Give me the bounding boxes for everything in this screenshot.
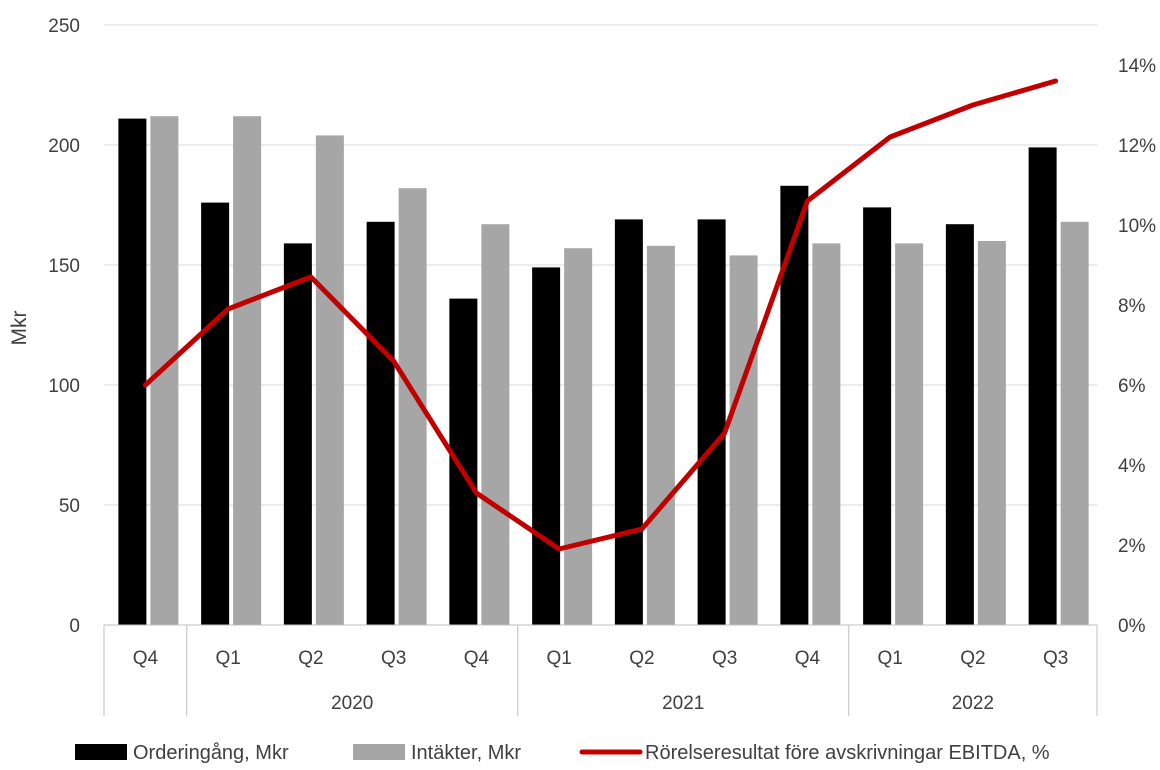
y2-tick-label: 14% [1118,56,1156,77]
y-tick-label: 150 [48,256,80,277]
y2-tick-label: 8% [1118,296,1146,317]
bar-intakter [481,224,510,625]
x-tick-label: Q1 [877,648,902,669]
x-tick-label: Q1 [215,648,240,669]
y2-tick-label: 12% [1118,136,1156,157]
x-tick-label: Q2 [298,648,323,669]
y-tick-label: 0 [69,616,80,637]
bar-orderingang [614,219,643,625]
bars [118,116,1089,626]
bar-orderingang [201,202,230,625]
legend: Orderingång, Mkr Intäkter, Mkr Rörelseresu… [75,742,1050,764]
x-tick-label: Q3 [1043,648,1068,669]
bar-intakter [729,255,758,625]
y2-tick-label: 6% [1118,376,1146,397]
bar-orderingang [945,224,974,625]
y-tick-label: 50 [59,496,80,517]
bar-orderingang [283,243,312,625]
y-tick-label: 100 [48,376,80,397]
year-label: 2020 [331,693,373,714]
bar-intakter [315,135,344,625]
x-tick-label: Q1 [546,648,571,669]
bar-orderingang [1028,147,1057,625]
legend-label-intakter: Intäkter, Mkr [411,742,521,764]
y2-tick-label: 10% [1118,216,1156,237]
bar-intakter [564,248,593,625]
bar-orderingang [697,219,726,625]
axes: 0 50 100 150 200 250 0% 2% 4% 6% 8% 10% 12% 14% Q4 Q1 Q2… [48,16,1156,716]
line-series [142,78,1059,552]
y-axis-title: Mkr [8,311,31,346]
x-tick-label: Q2 [629,648,654,669]
bar-intakter [977,241,1006,625]
bar-orderingang [532,267,561,625]
gridlines [104,24,1097,506]
y2-tick-label: 4% [1118,456,1146,477]
x-tick-label: Q4 [133,648,159,669]
legend-swatch-orderingang [75,744,127,760]
bar-intakter [895,243,924,625]
bar-intakter [1060,221,1089,626]
year-label: 2021 [662,693,704,714]
bar-orderingang [863,207,892,625]
x-tick-label: Q4 [464,648,490,669]
legend-label-ebitda: Rörelseresultat före avskrivningar EBITD… [645,742,1050,764]
bar-orderingang [780,185,809,626]
y2-tick-label: 0% [1118,616,1146,637]
bar-orderingang [449,298,478,625]
x-tick-label: Q4 [795,648,821,669]
bar-orderingang [118,118,147,625]
year-label: 2022 [952,693,994,714]
y-tick-label: 200 [48,136,80,157]
bar-intakter [812,243,841,625]
x-tick-label: Q3 [712,648,737,669]
bar-orderingang [366,221,395,626]
y2-tick-label: 2% [1118,536,1146,557]
legend-label-orderingang: Orderingång, Mkr [133,742,289,764]
x-tick-label: Q3 [381,648,406,669]
y-tick-label: 250 [48,16,80,37]
bar-intakter [646,245,675,626]
legend-swatch-intakter [353,744,405,760]
x-tick-label: Q2 [960,648,985,669]
line-ebitda [142,78,1059,552]
bar-intakter [233,116,262,625]
